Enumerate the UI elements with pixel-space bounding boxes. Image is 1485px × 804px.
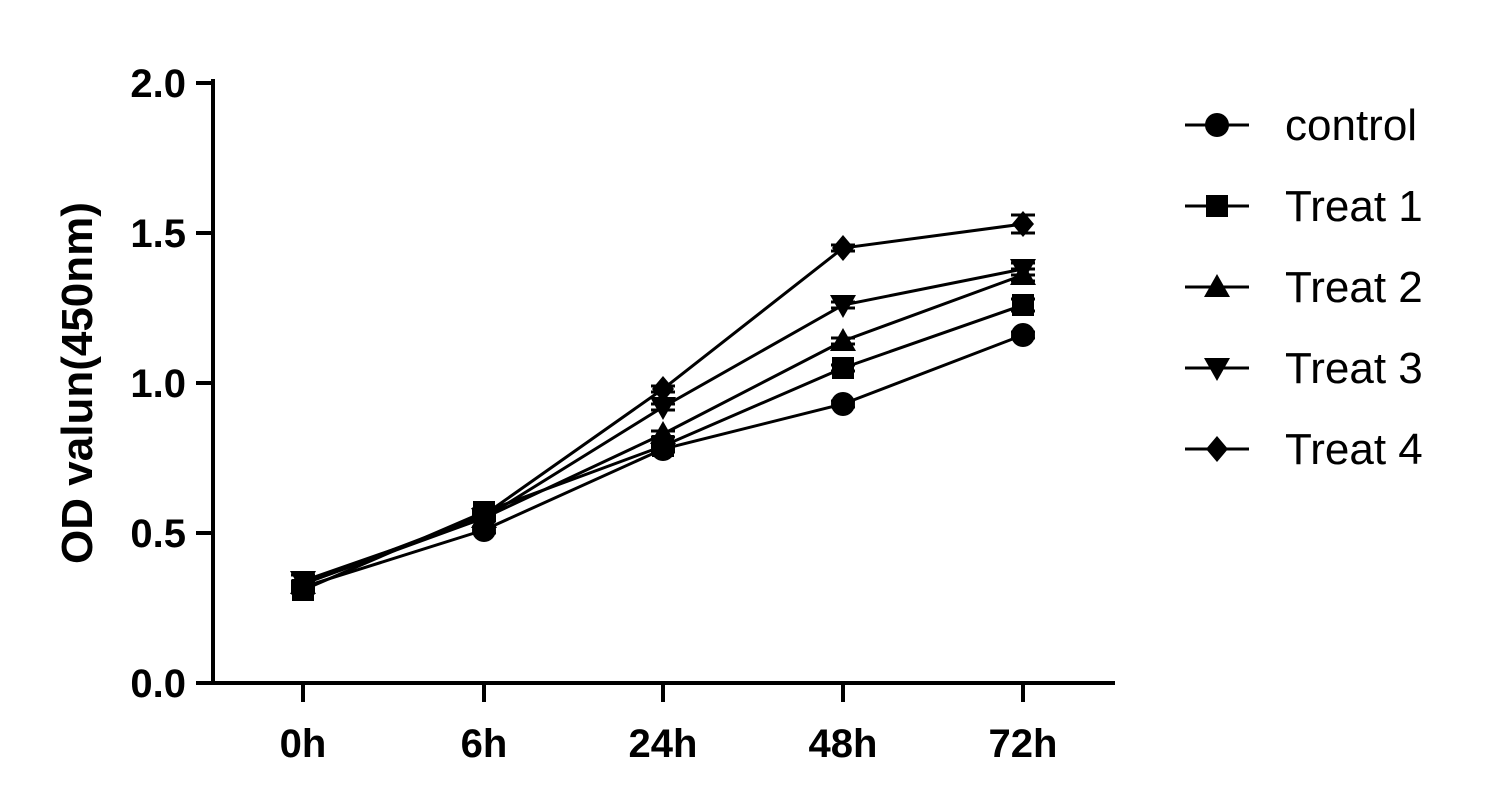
legend-label: Treat 4	[1285, 425, 1423, 474]
y-tick-label: 0.0	[130, 662, 186, 706]
x-tick-label: 0h	[280, 722, 327, 766]
series-control-point	[831, 392, 855, 416]
y-tick-label: 1.0	[130, 362, 186, 406]
legend-label: Treat 3	[1285, 344, 1423, 393]
legend-label: Treat 2	[1285, 263, 1423, 312]
y-ticks: 0.0 0.5 1.0 1.5 2.0	[130, 62, 213, 706]
series-treat-1-point	[832, 357, 854, 379]
series-control-point	[1011, 323, 1035, 347]
legend-item-treat-3: Treat 3	[1185, 344, 1423, 393]
legend-item-control: control	[1185, 101, 1417, 150]
series-treat-2-point	[650, 421, 676, 444]
legend-item-treat-1: Treat 1	[1185, 182, 1423, 231]
y-tick-label: 2.0	[130, 62, 186, 106]
legend-marker-diamond	[1206, 436, 1228, 462]
series-treat-4-point	[1012, 211, 1034, 237]
series-layer	[290, 211, 1036, 601]
series-treat-2-point	[830, 328, 856, 351]
legend-marker-triangle-down	[1204, 358, 1230, 381]
x-tick-label: 72h	[989, 722, 1058, 766]
x-tick-label: 48h	[809, 722, 878, 766]
series-treat-4-point	[832, 235, 854, 261]
series-treat-3-point	[1010, 259, 1036, 282]
legend-label: Treat 1	[1285, 182, 1423, 231]
x-tick-label: 6h	[461, 722, 508, 766]
series-treat-4-point	[652, 376, 674, 402]
legend-marker-square	[1206, 195, 1228, 217]
legend-marker-circle	[1205, 113, 1229, 137]
series-treat-1-point	[1012, 294, 1034, 316]
y-tick-label: 0.5	[130, 512, 186, 556]
y-axis-title: OD valun(450nm)	[53, 202, 102, 564]
series-treat-4-point	[292, 571, 314, 597]
y-tick-label: 1.5	[130, 212, 186, 256]
legend: control Treat 1 Treat 2 Treat 3 Treat 4	[1185, 101, 1423, 474]
series-treat-3-point	[830, 295, 856, 318]
series-treat-2	[290, 262, 1036, 594]
x-ticks: 0h 6h 24h 48h 72h	[280, 683, 1058, 766]
series-treat-4-point	[473, 502, 495, 528]
legend-marker-triangle-up	[1204, 274, 1230, 297]
x-tick-label: 24h	[629, 722, 698, 766]
series-control	[291, 323, 1035, 599]
legend-label: control	[1285, 101, 1417, 150]
legend-item-treat-4: Treat 4	[1185, 425, 1423, 474]
series-treat-3-point	[650, 397, 676, 420]
series-treat-4	[291, 211, 1035, 597]
legend-item-treat-2: Treat 2	[1185, 263, 1423, 312]
axes: 0.0 0.5 1.0 1.5 2.0 0h 6h 24h 48h 72h	[130, 62, 1115, 766]
